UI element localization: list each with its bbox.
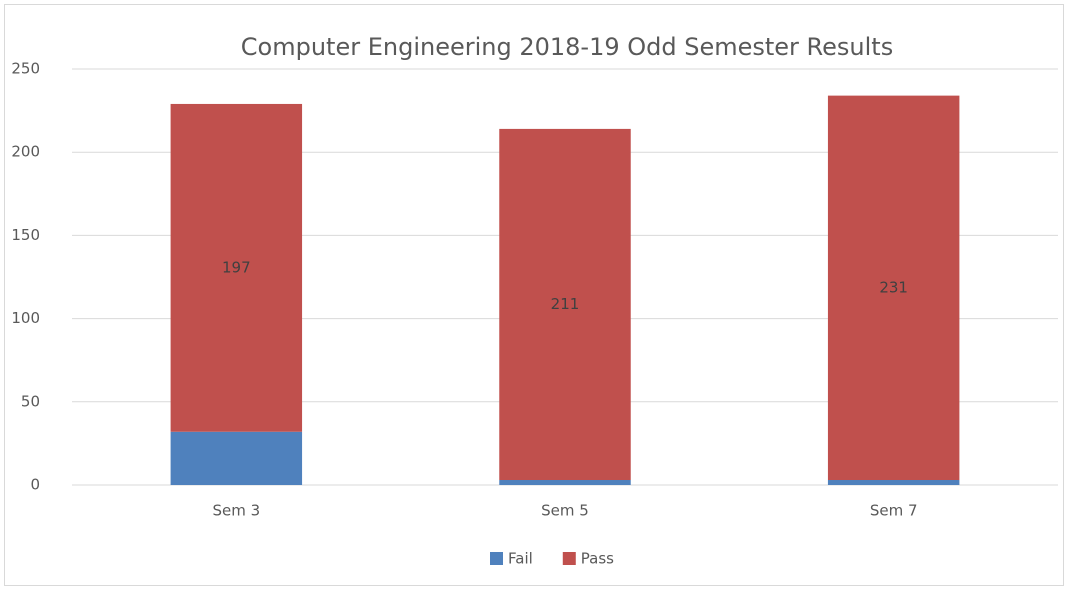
y-tick-label: 250 bbox=[11, 60, 40, 78]
y-tick-label: 100 bbox=[11, 309, 40, 327]
x-tick-label: Sem 5 bbox=[541, 502, 589, 520]
chart-title: Computer Engineering 2018-19 Odd Semeste… bbox=[241, 33, 893, 61]
y-tick-label: 150 bbox=[11, 226, 40, 244]
data-label: 211 bbox=[551, 295, 580, 313]
x-tick-label: Sem 7 bbox=[870, 502, 918, 520]
bar-segment bbox=[170, 103, 303, 432]
bar-segment bbox=[170, 431, 303, 485]
x-tick-label: Sem 3 bbox=[212, 502, 260, 520]
bar-segment bbox=[499, 128, 631, 481]
legend-swatch bbox=[562, 552, 576, 565]
data-label: 231 bbox=[879, 278, 908, 296]
bar-segment bbox=[499, 480, 631, 485]
legend-label: Pass bbox=[581, 550, 614, 568]
bar-segment bbox=[827, 95, 960, 481]
y-tick-label: 50 bbox=[21, 392, 40, 410]
legend-label: Fail bbox=[508, 550, 533, 568]
legend-swatch bbox=[490, 552, 503, 565]
bar-segment bbox=[827, 480, 960, 485]
y-tick-label: 0 bbox=[30, 476, 40, 494]
data-label: 197 bbox=[222, 258, 251, 276]
y-tick-label: 200 bbox=[11, 143, 40, 161]
